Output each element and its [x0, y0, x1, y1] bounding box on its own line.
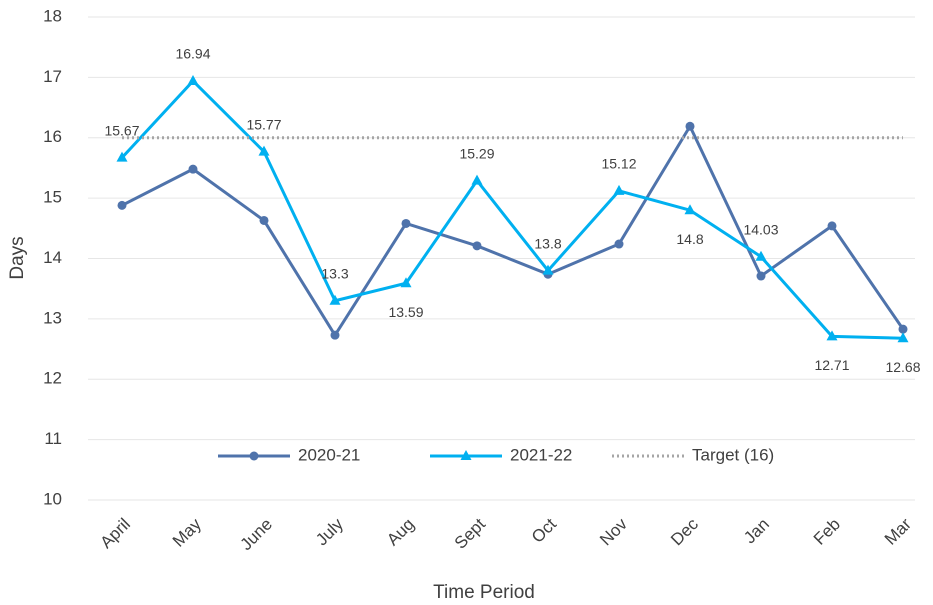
legend-label: 2020-21 [298, 445, 360, 464]
point [898, 324, 908, 334]
y-tick-label: 11 [44, 429, 62, 448]
legend-marker [249, 451, 259, 461]
y-tick-label: 16 [43, 127, 62, 146]
x-tick-label: Dec [667, 514, 702, 549]
legend-label: Target (16) [692, 445, 774, 464]
legend-marker [460, 450, 472, 460]
point [330, 330, 340, 340]
x-tick-label: July [312, 514, 347, 549]
x-axis-title: Time Period [433, 582, 535, 603]
y-tick-label: 10 [43, 489, 62, 508]
data-label: 12.71 [814, 357, 849, 373]
x-tick-label: Nov [596, 514, 631, 549]
series-line [120, 79, 904, 340]
point [117, 200, 127, 210]
point [827, 221, 837, 231]
series-line [121, 124, 905, 337]
point [756, 271, 766, 281]
data-label: 15.12 [601, 156, 636, 172]
data-label: 15.29 [459, 145, 494, 161]
x-tick-label: Feb [810, 515, 844, 549]
x-tick-label: Oct [528, 514, 560, 546]
point [259, 215, 269, 225]
point [116, 151, 128, 162]
point [614, 239, 624, 249]
x-tick-label: Jan [740, 515, 773, 548]
point [613, 184, 625, 195]
x-tick-label: Sept [451, 514, 489, 552]
point [187, 74, 199, 85]
point [258, 145, 270, 156]
point [472, 241, 482, 251]
y-tick-label: 18 [43, 6, 62, 25]
x-tick-label: Aug [383, 515, 418, 550]
point [188, 164, 198, 174]
point [542, 264, 554, 275]
data-label: 14.03 [743, 221, 778, 237]
point [685, 121, 695, 131]
data-label: 15.77 [246, 116, 281, 132]
x-tick-label: Mar [881, 514, 915, 548]
x-tick-label: May [169, 514, 205, 550]
point [329, 294, 341, 305]
y-tick-label: 12 [43, 369, 62, 388]
data-label: 15.67 [104, 122, 139, 138]
point [897, 332, 909, 343]
point [471, 174, 483, 185]
x-tick-label: June [236, 515, 276, 555]
data-label: 16.94 [175, 46, 210, 62]
legend-label: 2021-22 [510, 445, 572, 464]
x-tick-label: April [97, 515, 134, 552]
point [826, 330, 838, 341]
data-label: 13.59 [388, 304, 423, 320]
data-label: 13.3 [321, 265, 348, 281]
y-tick-label: 17 [43, 67, 62, 86]
data-label: 12.68 [885, 359, 920, 375]
point [755, 250, 767, 261]
point [684, 204, 696, 215]
y-axis-title: Days [7, 236, 28, 279]
y-tick-label: 13 [43, 308, 62, 327]
y-tick-label: 14 [43, 248, 62, 267]
data-label: 13.8 [534, 235, 561, 251]
data-label: 14.8 [676, 231, 703, 247]
point [400, 277, 412, 288]
point [401, 218, 411, 228]
y-tick-label: 15 [43, 188, 62, 207]
